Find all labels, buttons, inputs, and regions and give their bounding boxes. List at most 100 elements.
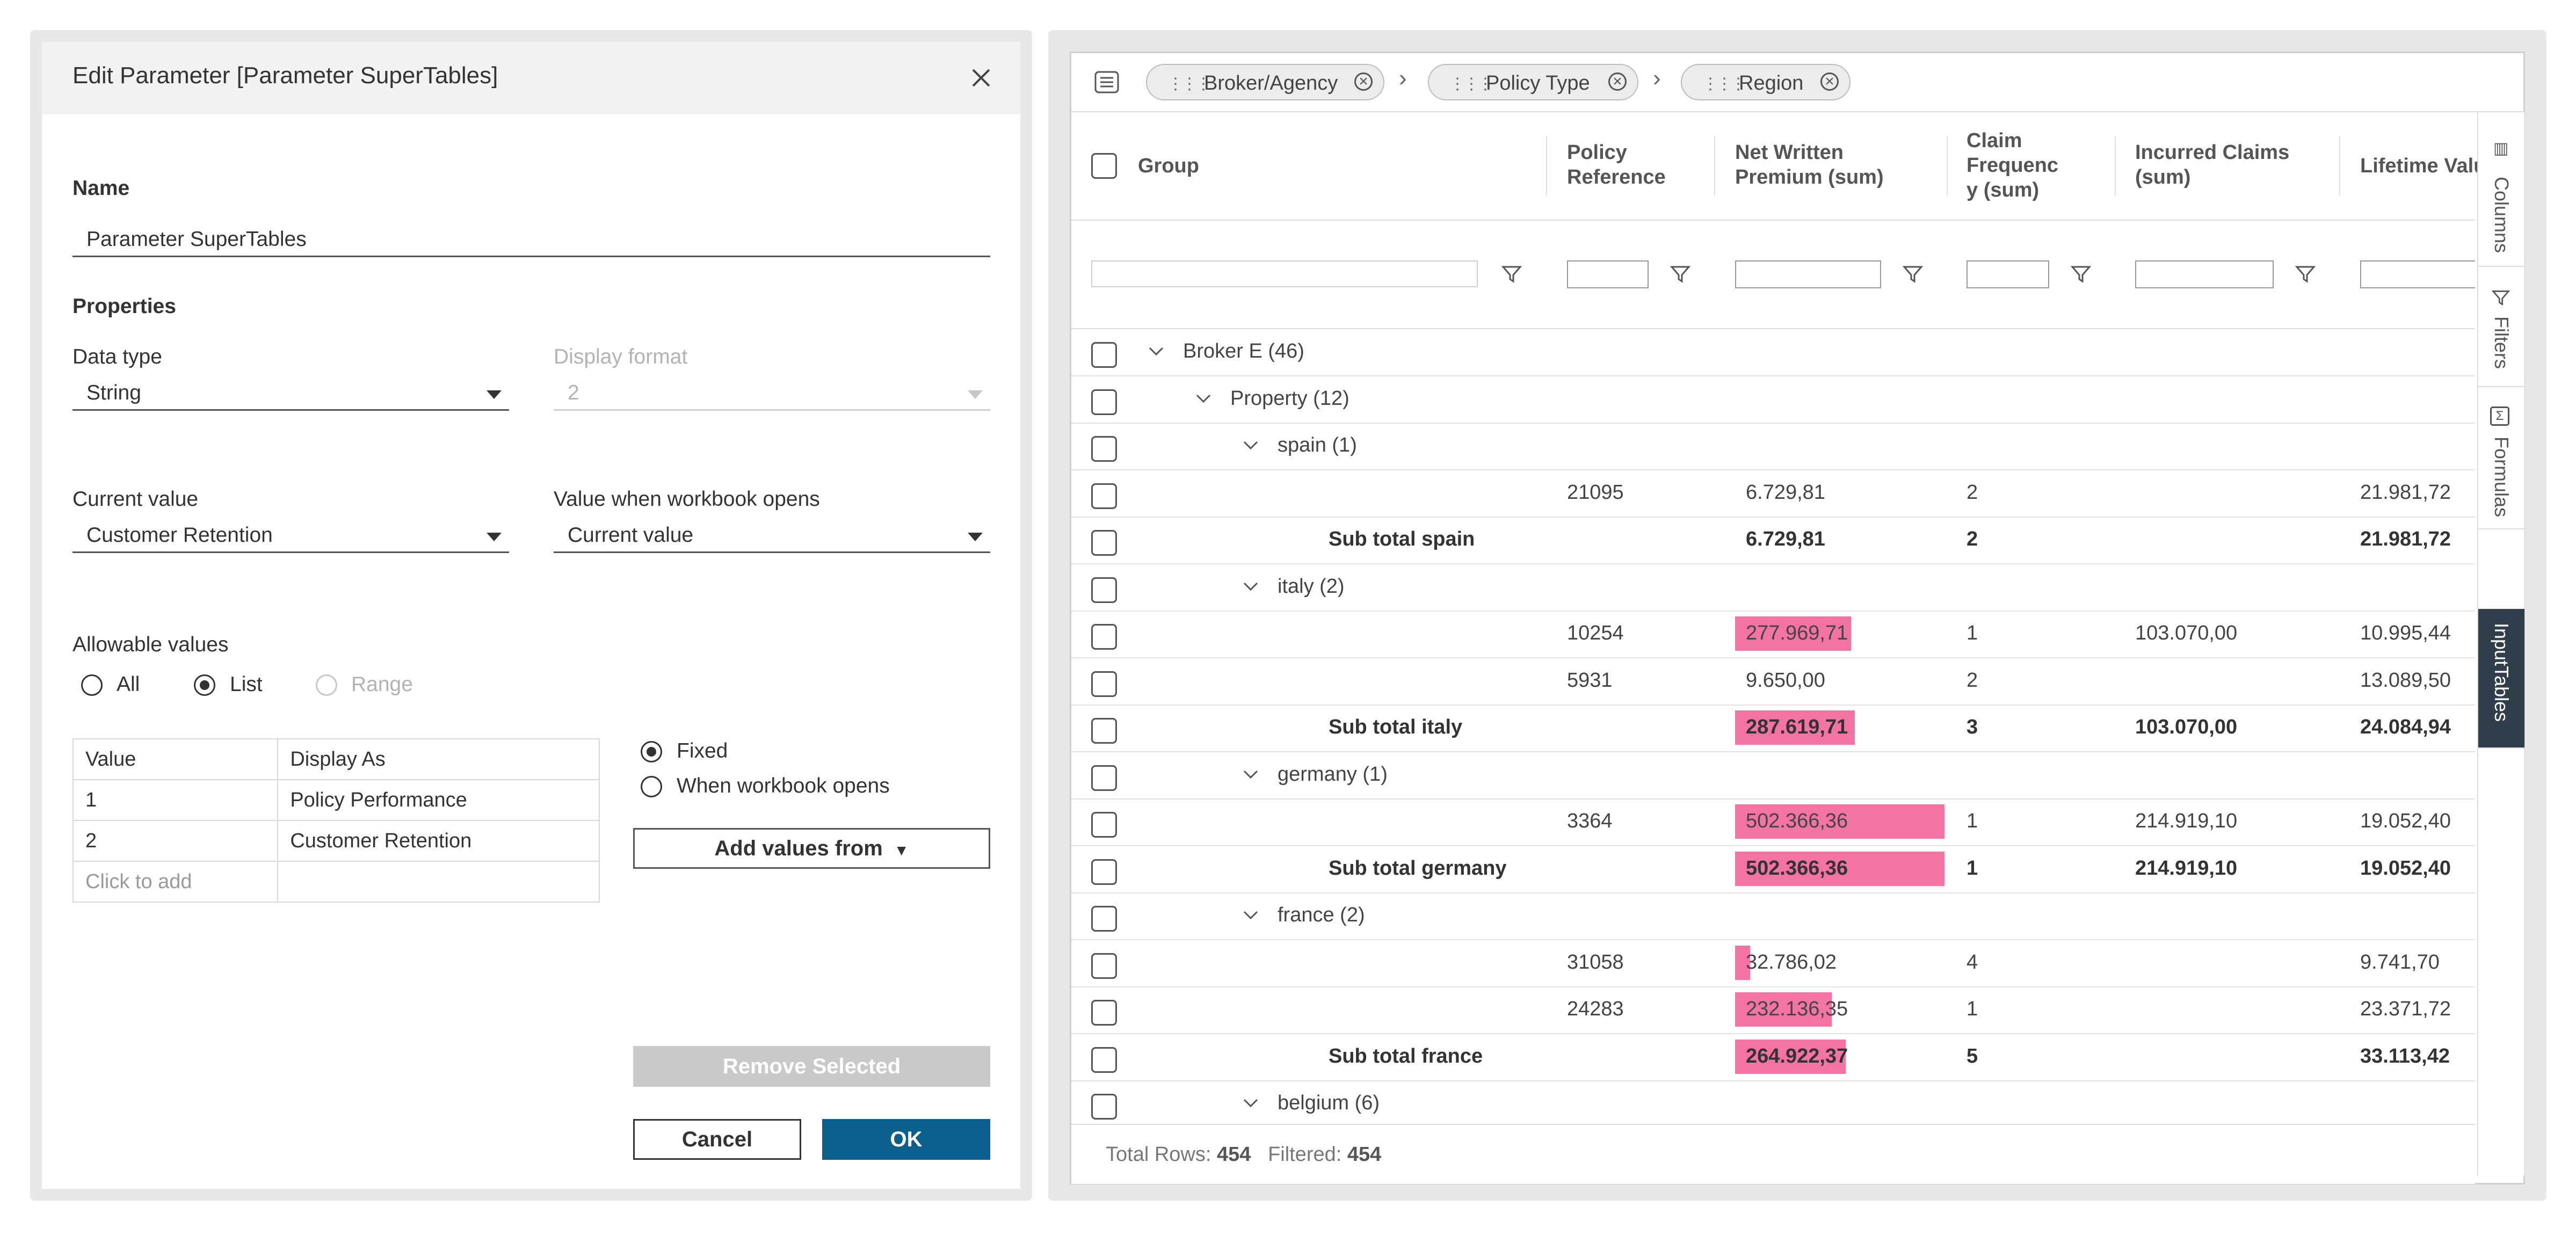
select-all-checkbox[interactable] bbox=[1091, 153, 1117, 179]
lifetime-filter-input[interactable] bbox=[2360, 260, 2475, 288]
drag-handle-icon[interactable]: ⋮⋮⋮ bbox=[1167, 75, 1211, 93]
row-checkbox[interactable] bbox=[1091, 859, 1117, 885]
row-checkbox[interactable] bbox=[1091, 906, 1117, 932]
tab-formulas[interactable]: Σ Formulas bbox=[2478, 387, 2524, 529]
row-checkbox[interactable] bbox=[1091, 624, 1117, 650]
add-values-from-button[interactable]: Add values from ▼ bbox=[633, 828, 990, 869]
subtotal-row[interactable]: Sub total italy 287.619,71 3 103.070,00 24.0… bbox=[1071, 705, 2475, 752]
list-view-icon[interactable] bbox=[1094, 70, 1120, 94]
col-incurred-header[interactable]: Incurred Claims (sum) bbox=[2135, 141, 2290, 188]
row-checkbox[interactable] bbox=[1091, 530, 1117, 556]
row-checkbox[interactable] bbox=[1091, 1094, 1117, 1120]
table-row[interactable]: 5931 9.650,00 2 13.089,50 bbox=[1071, 658, 2475, 706]
drag-handle-icon[interactable]: ⋮⋮⋮ bbox=[1449, 75, 1493, 93]
current-value-select[interactable]: Customer Retention bbox=[72, 520, 509, 553]
table-row[interactable]: 21095 6.729,81 2 21.981,72 bbox=[1071, 470, 2475, 518]
row-checkbox[interactable] bbox=[1091, 483, 1117, 509]
row-checkbox[interactable] bbox=[1091, 389, 1117, 415]
click-to-add-cell[interactable]: Click to add bbox=[72, 861, 279, 903]
row-checkbox[interactable] bbox=[1091, 1000, 1117, 1026]
table-row[interactable]: 31058 32.786,02 4 9.741,70 bbox=[1071, 940, 2475, 987]
column-divider[interactable] bbox=[2115, 136, 2116, 195]
col-lifetime-header[interactable]: Lifetime Valu bbox=[2360, 155, 2486, 177]
filter-icon[interactable] bbox=[1501, 264, 1522, 285]
chevron-down-icon[interactable] bbox=[1146, 343, 1166, 359]
data-type-select[interactable]: String bbox=[72, 377, 509, 411]
column-divider[interactable] bbox=[1714, 136, 1715, 195]
breadcrumb-chip-broker[interactable]: ⋮⋮⋮ Broker/Agency × bbox=[1146, 64, 1384, 100]
policy-ref-filter-input[interactable] bbox=[1567, 260, 1649, 288]
chevron-down-icon[interactable] bbox=[1194, 390, 1213, 406]
group-row[interactable]: germany (1) bbox=[1071, 752, 2475, 800]
filter-icon[interactable] bbox=[2295, 264, 2316, 285]
radio-when-opens[interactable] bbox=[641, 776, 662, 797]
row-checkbox[interactable] bbox=[1091, 812, 1117, 838]
ok-button[interactable]: OK bbox=[822, 1119, 990, 1160]
chevron-down-icon[interactable] bbox=[1241, 766, 1260, 782]
column-divider[interactable] bbox=[1546, 136, 1547, 195]
filter-icon[interactable] bbox=[1902, 264, 1924, 285]
group-row[interactable]: belgium (6) bbox=[1071, 1081, 2475, 1128]
empty-display-cell[interactable] bbox=[277, 861, 600, 903]
claim-freq-filter-input[interactable] bbox=[1967, 260, 2049, 288]
row-checkbox[interactable] bbox=[1091, 953, 1117, 979]
row-checkbox[interactable] bbox=[1091, 436, 1117, 462]
close-icon[interactable] bbox=[969, 66, 993, 90]
cancel-button[interactable]: Cancel bbox=[633, 1119, 801, 1160]
chevron-down-icon[interactable] bbox=[1241, 1095, 1260, 1111]
col-claim-freq-header[interactable]: Claim Frequenc y (sum) bbox=[1967, 129, 2059, 201]
group-row[interactable]: france (2) bbox=[1071, 893, 2475, 940]
col-group-header[interactable]: Group bbox=[1138, 155, 1199, 177]
row-checkbox[interactable] bbox=[1091, 671, 1117, 697]
value-cell[interactable]: 2 bbox=[72, 820, 279, 862]
remove-selected-button[interactable]: Remove Selected bbox=[633, 1046, 990, 1087]
radio-list[interactable] bbox=[194, 674, 215, 696]
column-divider[interactable] bbox=[2339, 136, 2340, 195]
nwp-filter-input[interactable] bbox=[1735, 260, 1881, 288]
add-value-row[interactable]: Click to add bbox=[72, 861, 600, 903]
row-checkbox[interactable] bbox=[1091, 1047, 1117, 1073]
group-row[interactable]: Property (12) bbox=[1071, 376, 2475, 424]
value-when-opens-select[interactable]: Current value bbox=[554, 520, 990, 553]
name-input[interactable]: Parameter SuperTables bbox=[72, 224, 990, 257]
group-row[interactable]: italy (2) bbox=[1071, 564, 2475, 612]
incurred-filter-input[interactable] bbox=[2135, 260, 2274, 288]
filter-icon[interactable] bbox=[2070, 264, 2092, 285]
col-nwp-header[interactable]: Net Written Premium (sum) bbox=[1735, 141, 1884, 188]
column-divider[interactable] bbox=[1947, 136, 1948, 195]
chevron-down-icon[interactable] bbox=[1241, 578, 1260, 594]
remove-chip-icon[interactable]: × bbox=[1354, 72, 1373, 91]
col-policy-ref-header[interactable]: Policy Reference bbox=[1567, 141, 1666, 188]
subtotal-row[interactable]: Sub total germany 502.366,36 1 214.919,10 19… bbox=[1071, 846, 2475, 893]
display-cell[interactable]: Customer Retention bbox=[277, 820, 600, 862]
display-cell[interactable]: Policy Performance bbox=[277, 779, 600, 821]
filter-icon[interactable] bbox=[1670, 264, 1691, 285]
chevron-down-icon[interactable] bbox=[1241, 437, 1260, 453]
tab-inputtables[interactable]: InputTables bbox=[2478, 609, 2524, 749]
tab-columns[interactable]: ▥ Columns bbox=[2478, 112, 2524, 267]
table-row[interactable]: 2 Customer Retention bbox=[72, 820, 600, 862]
row-checkbox[interactable] bbox=[1091, 342, 1117, 368]
chevron-down-icon[interactable] bbox=[1241, 907, 1260, 923]
group-row[interactable]: spain (1) bbox=[1071, 423, 2475, 470]
drag-handle-icon[interactable]: ⋮⋮⋮ bbox=[1702, 75, 1746, 93]
remove-chip-icon[interactable]: × bbox=[1608, 72, 1627, 91]
group-row[interactable]: Broker E (46) bbox=[1071, 329, 2475, 376]
row-checkbox[interactable] bbox=[1091, 577, 1117, 603]
table-row[interactable]: 1 Policy Performance bbox=[72, 779, 600, 821]
table-row[interactable]: 3364 502.366,36 1 214.919,10 19.052,40 bbox=[1071, 799, 2475, 846]
radio-fixed[interactable] bbox=[641, 741, 662, 762]
table-row[interactable]: 24283 232.136,35 1 23.371,72 bbox=[1071, 987, 2475, 1034]
radio-all[interactable] bbox=[81, 674, 103, 696]
breadcrumb-chip-policy-type[interactable]: ⋮⋮⋮ Policy Type × bbox=[1428, 64, 1638, 100]
remove-chip-icon[interactable]: × bbox=[1820, 72, 1839, 91]
row-checkbox[interactable] bbox=[1091, 765, 1117, 791]
table-row[interactable]: 10254 277.969,71 1 103.070,00 10.995,44 bbox=[1071, 611, 2475, 658]
value-cell[interactable]: 1 bbox=[72, 779, 279, 821]
tab-filters[interactable]: Filters bbox=[2478, 267, 2524, 387]
row-checkbox[interactable] bbox=[1091, 718, 1117, 744]
group-filter-input[interactable] bbox=[1091, 260, 1478, 287]
subtotal-row[interactable]: Sub total spain 6.729,81 2 21.981,72 bbox=[1071, 517, 2475, 564]
subtotal-row[interactable]: Sub total france 264.922,37 5 33.113,42 bbox=[1071, 1034, 2475, 1081]
breadcrumb-chip-region[interactable]: ⋮⋮⋮ Region × bbox=[1681, 64, 1851, 100]
